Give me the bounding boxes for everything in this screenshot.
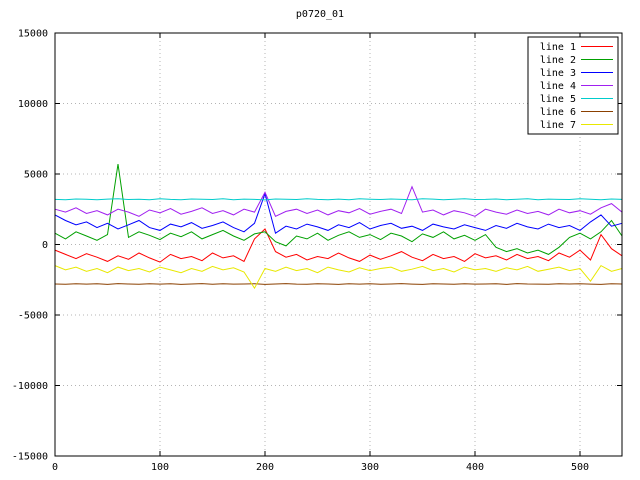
series-line-1: [54, 228, 623, 263]
legend-label: line 2: [540, 55, 576, 66]
legend-label: line 4: [540, 81, 576, 92]
y-tick-label: 10000: [18, 99, 48, 110]
x-tick-label: 400: [466, 462, 484, 473]
series-line-6: [54, 283, 623, 285]
series-line-7: [54, 264, 623, 290]
y-tick-label: -10000: [12, 381, 48, 392]
x-tick-label: 300: [361, 462, 379, 473]
legend-label: line 1: [540, 42, 576, 53]
x-tick-label: 500: [571, 462, 589, 473]
series-line-5: [54, 198, 623, 201]
series-line-2: [54, 164, 623, 255]
y-tick-label: 15000: [18, 29, 48, 40]
chart-title: p0720_01: [295, 9, 345, 20]
y-tick-label: -5000: [18, 311, 48, 322]
x-tick-label: 100: [151, 462, 169, 473]
series-line-4: [54, 185, 623, 217]
x-tick-label: 0: [52, 462, 58, 473]
legend-label: line 7: [540, 120, 576, 131]
y-tick-label: -15000: [12, 452, 48, 463]
x-tick-label: 200: [256, 462, 274, 473]
legend-label: line 3: [540, 68, 576, 79]
y-tick-label: 0: [42, 240, 48, 251]
y-tick-label: 5000: [24, 170, 48, 181]
legend-label: line 6: [540, 107, 576, 118]
series-line-3: [54, 192, 623, 235]
legend-label: line 5: [540, 94, 576, 105]
